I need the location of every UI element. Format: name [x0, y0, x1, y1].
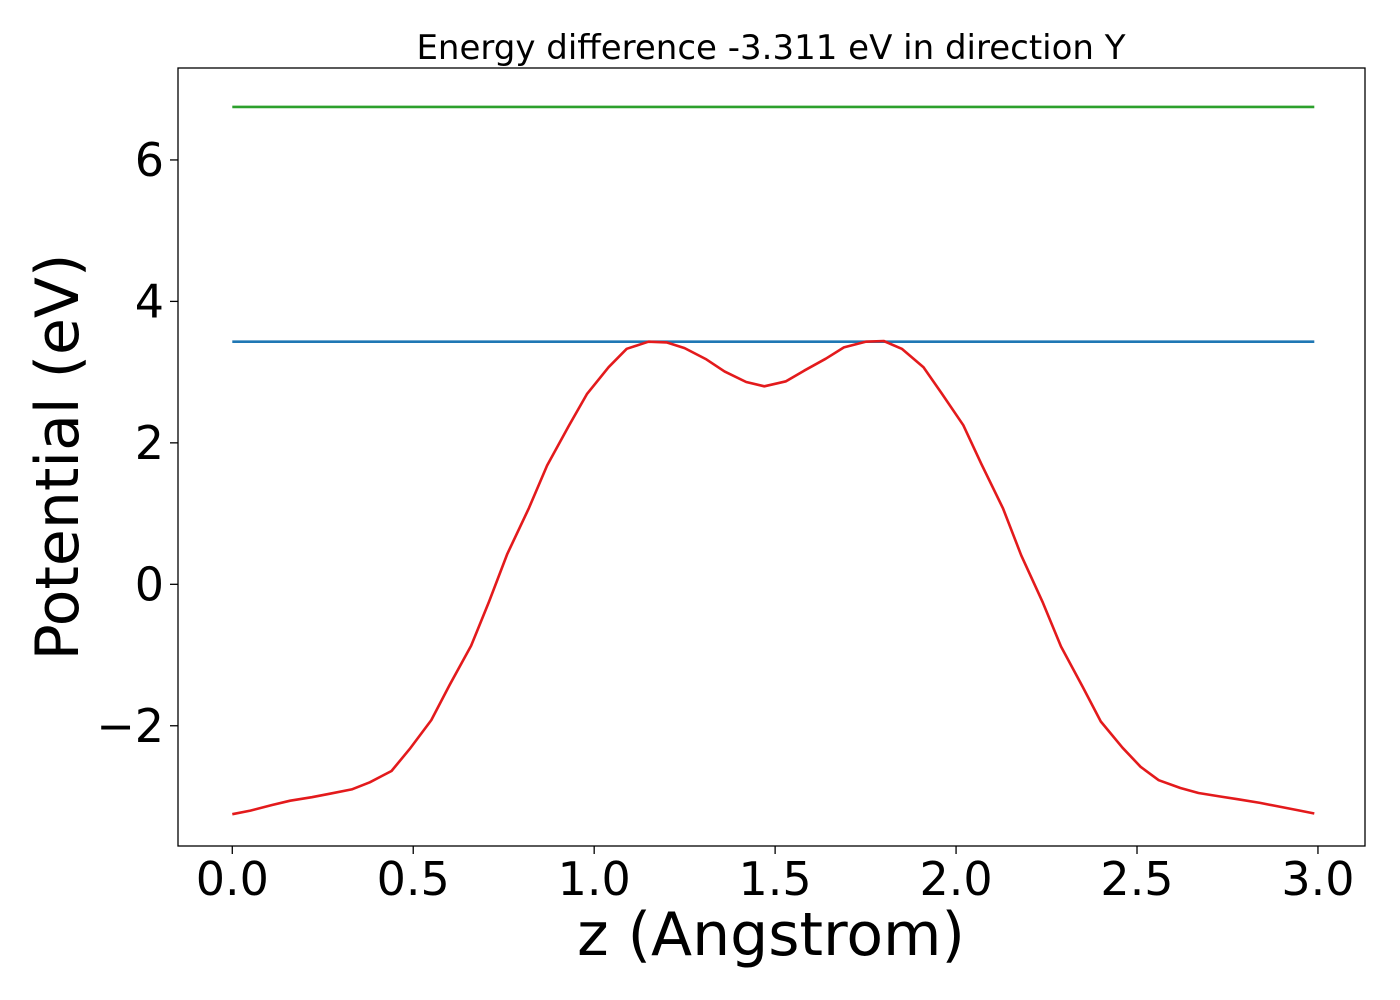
- y-tick-label: −2: [96, 699, 164, 753]
- plot-area-frame: [177, 67, 1366, 847]
- x-tick-label: 0.5: [377, 852, 450, 906]
- x-tick-label: 2.0: [919, 852, 992, 906]
- x-tick-label: 2.5: [1100, 852, 1173, 906]
- y-tick-label: 0: [135, 557, 164, 611]
- x-tick-label: 1.5: [739, 852, 812, 906]
- y-tick-label: 2: [135, 416, 164, 470]
- x-axis-label: z (Angstrom): [577, 900, 965, 970]
- x-tick-label: 1.0: [558, 852, 631, 906]
- y-tick-label: 4: [135, 274, 164, 328]
- x-axis-ticks: 0.0 0.5 1.0 1.5 2.0 2.5 3.0: [196, 846, 1355, 906]
- series-line-2: [232, 339, 1315, 816]
- x-tick-label: 0.0: [196, 852, 269, 906]
- x-tick-label: 3.0: [1281, 852, 1354, 906]
- y-tick-label: 6: [135, 133, 164, 187]
- y-axis-ticks: −2 0 2 4 6: [96, 133, 178, 753]
- series-layer: [232, 105, 1315, 816]
- chart-title: Energy difference -3.311 eV in direction…: [416, 28, 1125, 68]
- y-axis-label: Potential (eV): [23, 254, 93, 661]
